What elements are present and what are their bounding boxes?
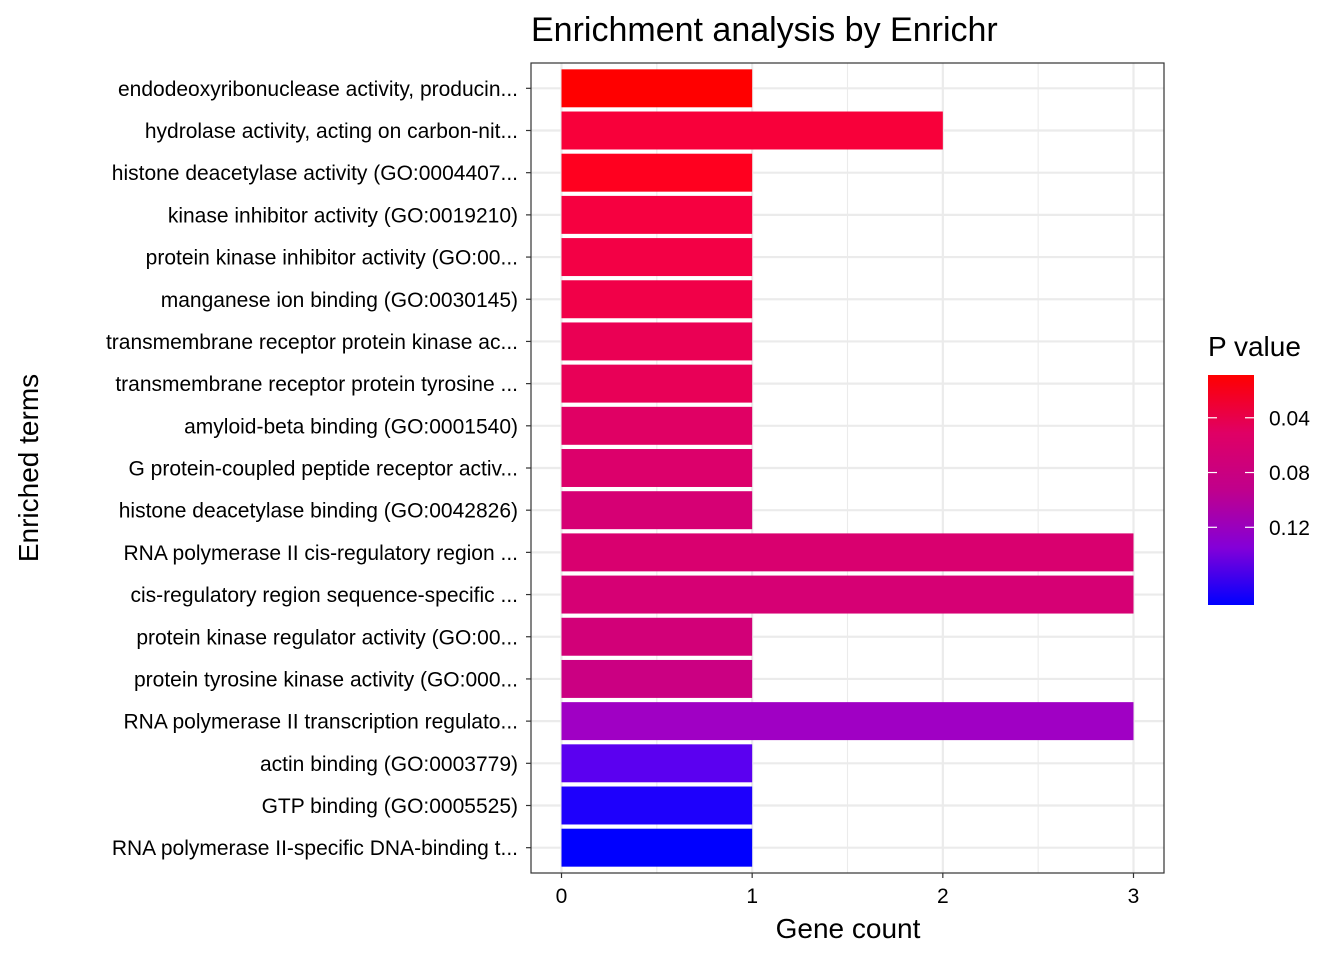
y-tick-label: hydrolase activity, acting on carbon-nit… (145, 120, 518, 143)
y-axis-title: Enriched terms (13, 374, 44, 562)
x-axis-title: Gene count (776, 913, 921, 944)
bar (561, 153, 753, 192)
bar (561, 491, 753, 530)
y-tick-label: histone deacetylase activity (GO:0004407… (112, 162, 518, 185)
bar (561, 744, 753, 783)
legend-colorbar (1208, 375, 1254, 605)
y-tick-label: protein kinase regulator activity (GO:00… (136, 626, 518, 649)
bar (561, 238, 753, 277)
bar (561, 111, 943, 150)
y-tick-label: actin binding (GO:0003779) (260, 753, 518, 776)
y-tick-label: RNA polymerase II transcription regulato… (123, 711, 518, 734)
plot-panel (530, 62, 1165, 874)
bar (561, 449, 753, 487)
bar (561, 69, 753, 108)
y-tick-label: protein tyrosine kinase activity (GO:000… (134, 668, 518, 691)
x-tick-label: 3 (1128, 885, 1140, 908)
bar (561, 786, 753, 825)
legend-title: P value (1208, 331, 1301, 362)
bar (561, 195, 753, 234)
y-tick-label: manganese ion binding (GO:0030145) (161, 289, 518, 312)
y-tick-label: endodeoxyribonuclease activity, producin… (118, 78, 518, 101)
x-tick-label: 2 (937, 885, 949, 908)
bar (561, 406, 753, 445)
bars (561, 69, 1134, 867)
y-tick-label: protein kinase inhibitor activity (GO:00… (146, 247, 518, 270)
bar (561, 322, 753, 361)
legend-ticks: 0.04 0.08 0.12 (1208, 407, 1310, 540)
legend-tick-label: 0.12 (1269, 517, 1310, 540)
x-tick-label: 0 (556, 885, 568, 908)
y-tick-label: transmembrane receptor protein tyrosine … (115, 373, 518, 396)
y-tick-label: G protein-coupled peptide receptor activ… (129, 458, 519, 481)
legend: P value 0.04 0.08 0.12 (1208, 331, 1310, 605)
bar (561, 828, 753, 867)
bar (561, 533, 1134, 572)
y-tick-label: transmembrane receptor protein kinase ac… (106, 331, 518, 354)
bar (561, 702, 1134, 741)
bar (561, 659, 753, 698)
x-axis: 0 1 2 3 (556, 873, 1140, 908)
chart-title: Enrichment analysis by Enrichr (531, 11, 998, 49)
y-tick-label: RNA polymerase II cis-regulatory region … (124, 542, 519, 565)
y-tick-label: GTP binding (GO:0005525) (262, 795, 518, 818)
y-axis: endodeoxyribonuclease activity, producin… (106, 78, 531, 860)
y-tick-label: RNA polymerase II-specific DNA-binding t… (112, 837, 518, 860)
y-tick-label: cis-regulatory region sequence-specific … (130, 584, 518, 607)
legend-tick-label: 0.08 (1269, 462, 1310, 485)
bar (561, 575, 1134, 614)
bar (561, 364, 753, 403)
x-tick-label: 1 (746, 885, 758, 908)
legend-tick-label: 0.04 (1269, 407, 1310, 430)
bar (561, 617, 753, 656)
y-tick-label: kinase inhibitor activity (GO:0019210) (168, 204, 518, 227)
y-tick-label: amyloid-beta binding (GO:0001540) (184, 415, 518, 438)
bar (561, 280, 753, 319)
y-tick-label: histone deacetylase binding (GO:0042826) (119, 500, 518, 523)
